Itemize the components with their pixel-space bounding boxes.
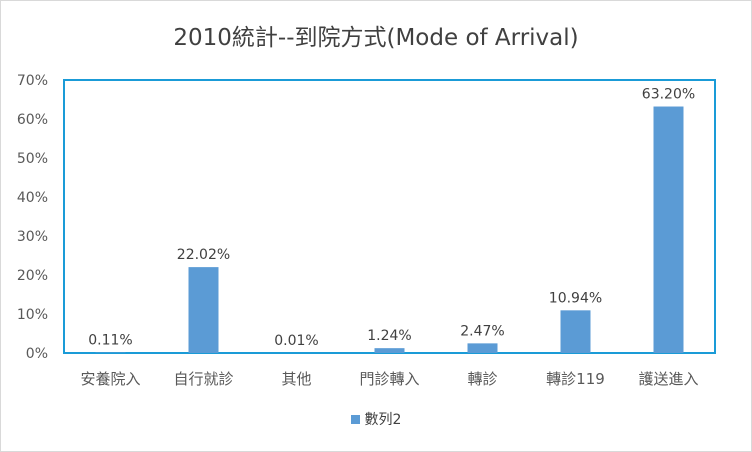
bar-series	[95, 106, 684, 354]
x-tick-label: 門診轉入	[359, 370, 419, 388]
data-label: 1.24%	[367, 328, 411, 344]
plot-area-border	[63, 79, 716, 354]
y-tick-label: 70%	[17, 73, 48, 89]
x-axis-labels: 安養院入 自行就診 其他 門診轉入 轉診 轉診119 護送進入	[80, 370, 698, 388]
y-tick-label: 30%	[17, 229, 48, 245]
data-label: 2.47%	[460, 323, 504, 339]
x-tick-label: 轉診	[467, 370, 497, 388]
y-tick-label: 0%	[26, 346, 48, 362]
y-tick-label: 40%	[17, 190, 48, 206]
chart-title: 2010統計--到院方式(Mode of Arrival)	[173, 25, 579, 51]
y-axis-ticks: 0% 10% 20% 30% 40% 50% 60% 70%	[17, 73, 48, 362]
bar	[560, 310, 591, 353]
y-tick-label: 60%	[17, 112, 48, 128]
legend-swatch	[350, 414, 360, 424]
bar	[188, 267, 219, 353]
data-label: 0.11%	[88, 333, 132, 349]
data-label: 10.94%	[549, 290, 602, 306]
x-tick-label: 其他	[281, 370, 311, 388]
y-tick-label: 10%	[17, 307, 48, 323]
x-tick-label: 自行就診	[173, 370, 233, 388]
bar	[467, 343, 498, 353]
data-labels: 0.11% 22.02% 0.01% 1.24% 2.47% 10.94% 63.20%	[88, 87, 695, 349]
legend-label: 數列2	[364, 412, 402, 428]
legend: 數列2	[0, 409, 752, 429]
data-label: 63.20%	[642, 87, 695, 103]
data-label: 22.02%	[177, 247, 230, 263]
x-tick-label: 護送進入	[638, 370, 698, 388]
bar	[374, 348, 405, 353]
data-label: 0.01%	[274, 333, 318, 349]
y-tick-label: 20%	[17, 268, 48, 284]
y-tick-label: 50%	[17, 151, 48, 167]
bar	[653, 106, 684, 354]
x-tick-label: 轉診119	[546, 370, 605, 388]
x-tick-label: 安養院入	[80, 370, 140, 388]
